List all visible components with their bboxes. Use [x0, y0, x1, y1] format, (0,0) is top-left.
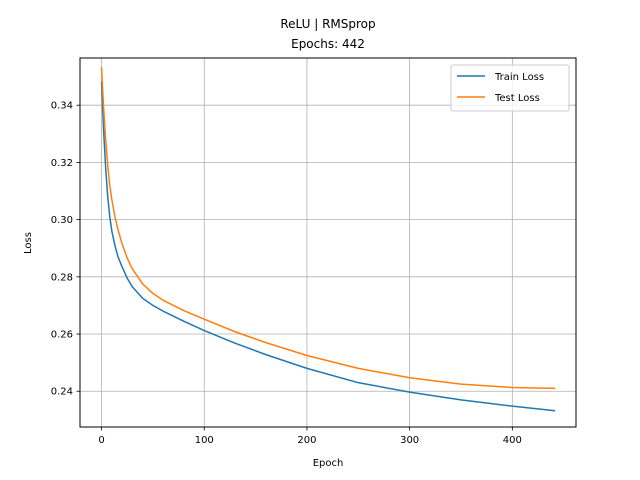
y-axis-ticks: 0.24 0.26 0.28 0.30 0.32 0.34 — [51, 101, 80, 398]
x-tick-label: 0 — [98, 435, 104, 446]
x-tick-label: 100 — [195, 435, 214, 446]
x-tick-label: 300 — [400, 435, 419, 446]
x-axis-ticks: 0 100 200 300 400 — [98, 427, 522, 446]
x-axis-label: Epoch — [313, 458, 344, 469]
y-tick-label: 0.32 — [51, 158, 73, 169]
x-tick-label: 400 — [503, 435, 522, 446]
chart-subtitle: Epochs: 442 — [291, 37, 365, 51]
legend-label-train-loss: Train Loss — [494, 72, 544, 83]
chart-title: ReLU | RMSprop — [280, 17, 375, 31]
y-tick-label: 0.34 — [51, 101, 73, 112]
series-line-test-loss — [100, 67, 556, 390]
x-tick-label: 200 — [297, 435, 316, 446]
series-line-train-loss — [100, 81, 556, 412]
y-tick-label: 0.28 — [51, 272, 73, 283]
series-lines — [100, 67, 556, 412]
legend-label-test-loss: Test Loss — [494, 93, 540, 104]
y-tick-label: 0.24 — [51, 387, 73, 398]
y-axis-label: Loss — [23, 232, 34, 254]
y-tick-label: 0.30 — [51, 215, 73, 226]
legend: Train Loss Test Loss — [450, 64, 570, 112]
plot-area-frame — [79, 57, 577, 428]
y-tick-label: 0.26 — [51, 330, 73, 341]
